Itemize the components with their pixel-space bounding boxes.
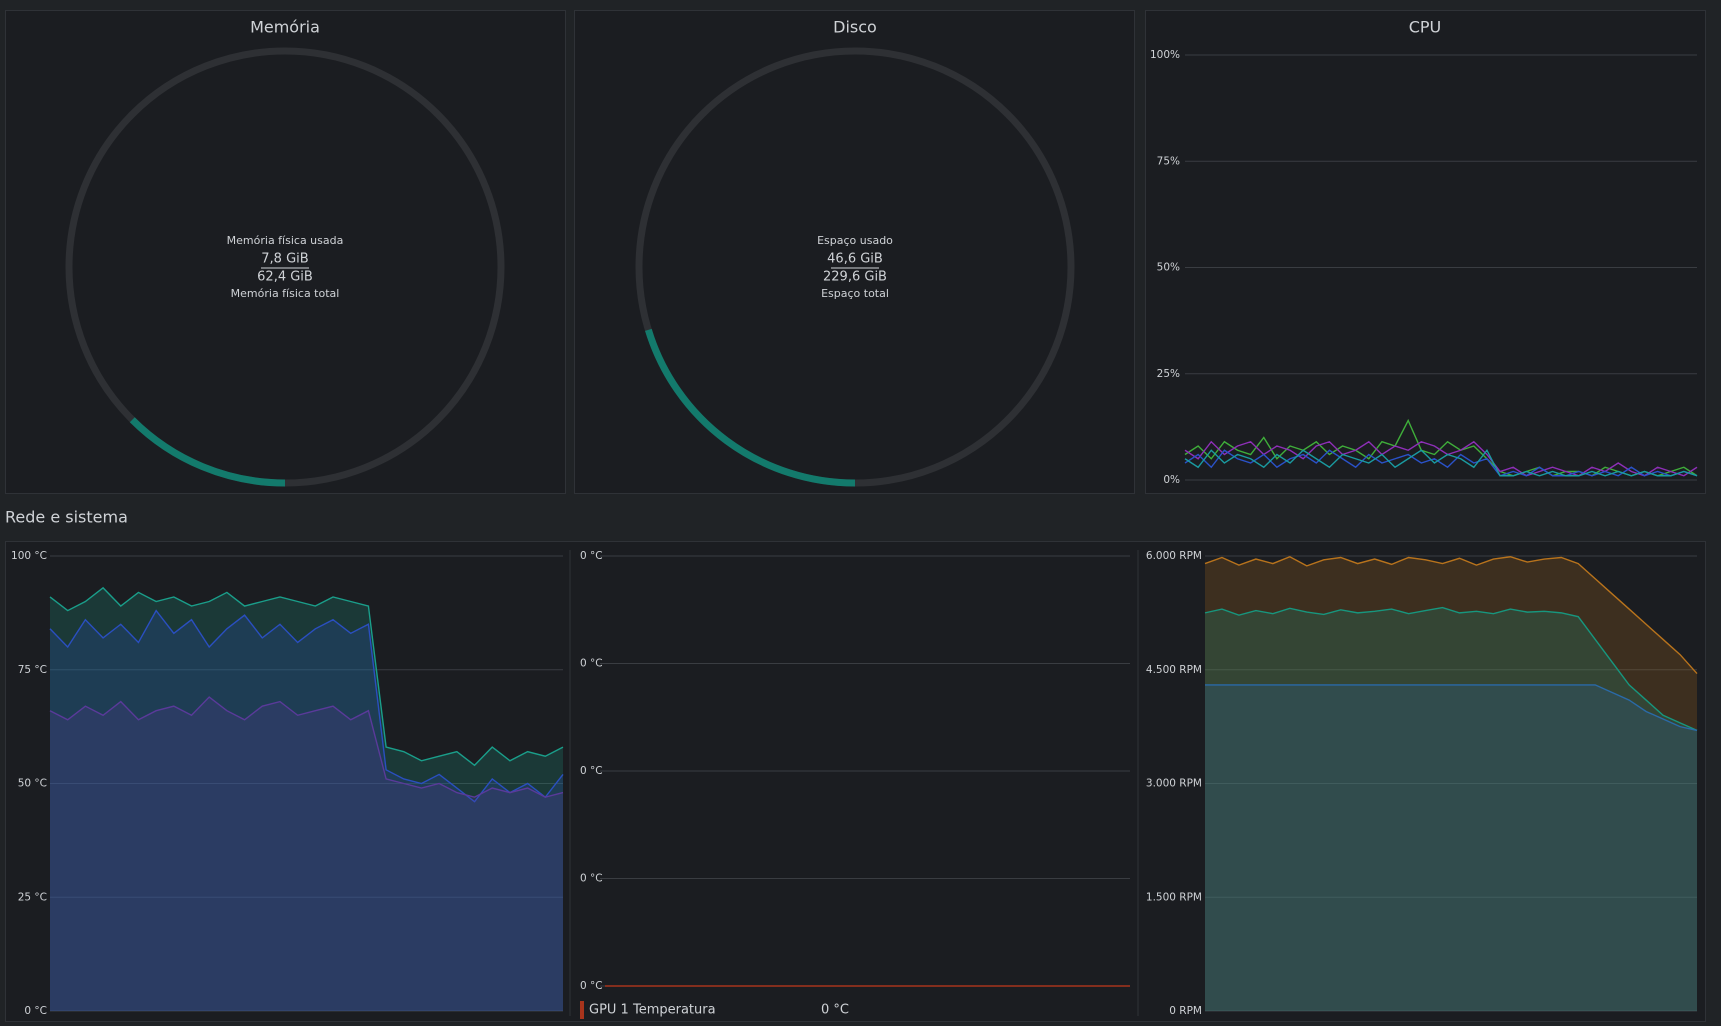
series-line	[1204, 606, 1698, 732]
gauge-total-label: Espaço total	[821, 287, 889, 300]
panel	[5, 10, 566, 494]
legend-value: 0 °C	[821, 1003, 849, 1018]
area	[1205, 607, 1697, 1011]
gauge-total-value: 62,4 GiB	[257, 270, 313, 285]
y-tick-label: 25 °C	[18, 891, 47, 903]
panel-title: CPU	[1409, 18, 1442, 37]
y-tick-label: 1.500 RPM	[1146, 891, 1202, 903]
series-line	[1184, 440, 1698, 477]
gauge-used-label: Espaço usado	[817, 234, 893, 247]
series-line	[49, 696, 564, 798]
y-tick-label: 25%	[1157, 368, 1180, 380]
gauge-total-value: 229,6 GiB	[823, 270, 887, 285]
series-line	[1205, 684, 1698, 732]
y-tick-label: 0 °C	[580, 550, 603, 562]
gauge-used-label: Memória física usada	[227, 234, 344, 247]
area	[50, 697, 563, 1011]
panel	[5, 541, 1706, 1022]
legend-swatch	[580, 1001, 584, 1019]
area	[1205, 556, 1697, 1011]
y-tick-label: 75 °C	[18, 664, 47, 676]
y-tick-label: 3.000 RPM	[1146, 778, 1202, 790]
gauge-used-value: 7,8 GiB	[261, 252, 308, 267]
series-line	[49, 586, 564, 767]
y-tick-label: 75%	[1157, 155, 1180, 167]
area	[50, 610, 563, 1011]
panel-title: Memória	[250, 18, 320, 37]
y-tick-label: 0 °C	[580, 980, 603, 992]
series-line	[49, 609, 564, 803]
y-tick-label: 0 RPM	[1169, 1005, 1202, 1017]
y-tick-label: 50 °C	[18, 778, 47, 790]
panel	[574, 10, 1135, 494]
y-tick-label: 0 °C	[580, 658, 603, 670]
panel	[1145, 10, 1706, 494]
section-title: Rede e sistema	[5, 508, 128, 527]
y-tick-label: 100%	[1150, 49, 1180, 61]
y-tick-label: 0 °C	[24, 1005, 47, 1017]
legend-label: GPU 1 Temperatura	[589, 1003, 716, 1018]
panel-title: Disco	[833, 18, 877, 37]
y-tick-label: 100 °C	[11, 550, 47, 562]
series-line	[1184, 448, 1698, 477]
gauge-arc	[645, 328, 856, 487]
gauge-arc	[129, 417, 286, 487]
series-line	[1204, 555, 1698, 675]
series-line	[1184, 418, 1698, 477]
area	[50, 587, 563, 1011]
y-tick-label: 0%	[1163, 474, 1180, 486]
y-tick-label: 50%	[1157, 262, 1180, 274]
y-tick-label: 4.500 RPM	[1146, 664, 1202, 676]
area	[1205, 684, 1697, 1011]
gauge-total-label: Memória física total	[231, 287, 340, 300]
y-tick-label: 0 °C	[580, 873, 603, 885]
y-tick-label: 6.000 RPM	[1146, 550, 1202, 562]
gauge-used-value: 46,6 GiB	[827, 252, 883, 267]
y-tick-label: 0 °C	[580, 765, 603, 777]
